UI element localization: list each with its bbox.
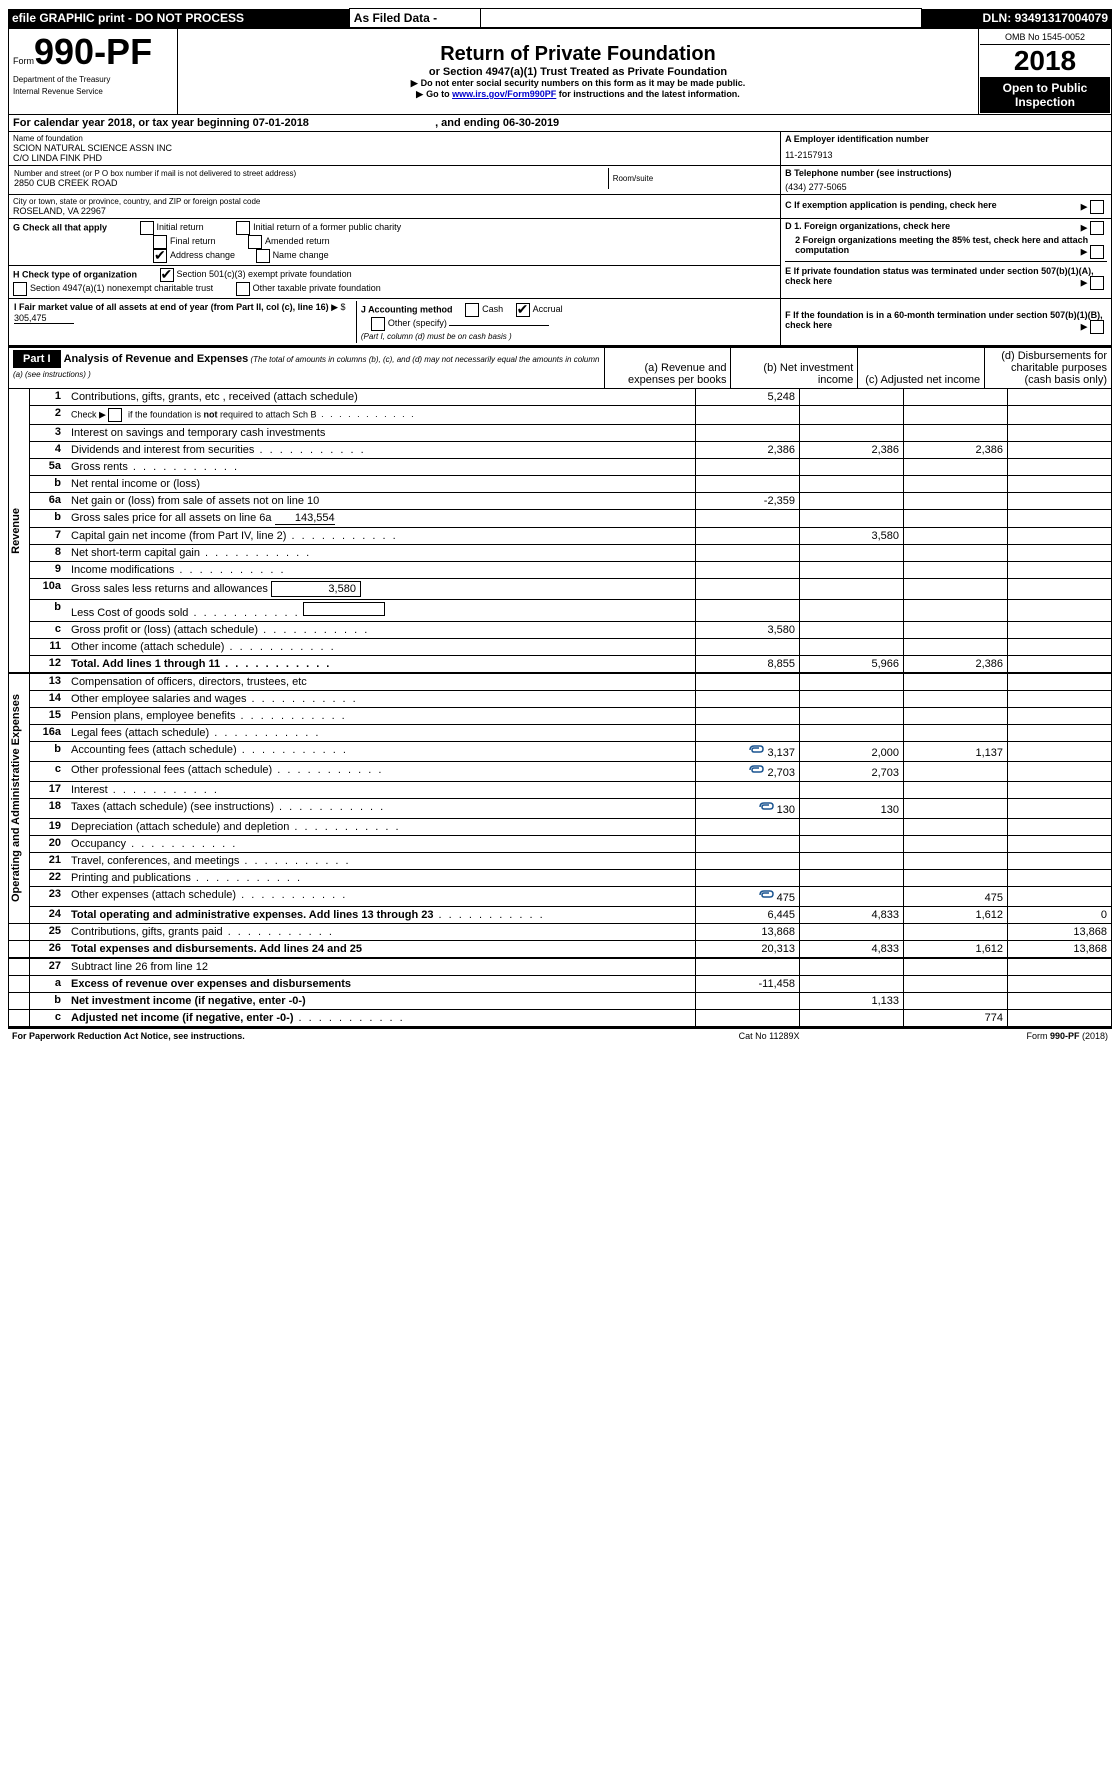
- cb-other-tax[interactable]: [236, 282, 250, 296]
- cb-d1[interactable]: [1090, 221, 1104, 235]
- attach-icon[interactable]: [758, 801, 774, 813]
- foundation-name: SCION NATURAL SCIENCE ASSN INC: [13, 143, 776, 153]
- part1-header: Part I Analysis of Revenue and Expenses …: [8, 346, 1112, 389]
- cb-accrual[interactable]: [516, 303, 530, 317]
- dln: DLN: 93491317004079: [922, 9, 1112, 28]
- cb-cash[interactable]: [465, 303, 479, 317]
- title-block: Form990-PF Department of the Treasury In…: [8, 28, 1112, 115]
- col-c-header: (c) Adjusted net income: [858, 347, 985, 389]
- calendar-year-line: For calendar year 2018, or tax year begi…: [8, 115, 1112, 132]
- col-d-header: (d) Disbursements for charitable purpose…: [985, 347, 1112, 389]
- col-a-header: (a) Revenue and expenses per books: [604, 347, 731, 389]
- phone: (434) 277-5065: [785, 182, 1107, 192]
- form-subtitle: or Section 4947(a)(1) Trust Treated as P…: [182, 66, 974, 78]
- page-footer: For Paperwork Reduction Act Notice, see …: [8, 1027, 1112, 1043]
- cb-initial-former[interactable]: [236, 221, 250, 235]
- fmv-value: 305,475: [14, 313, 74, 324]
- expenses-label: Operating and Administrative Expenses: [10, 694, 22, 902]
- city-state-zip: ROSELAND, VA 22967: [13, 206, 776, 216]
- tax-year: 2018: [980, 45, 1110, 77]
- open-public: Open to Public Inspection: [980, 77, 1110, 113]
- efile-header: efile GRAPHIC print - DO NOT PROCESS As …: [8, 8, 1112, 28]
- ein: 11-2157913: [785, 150, 1107, 160]
- cb-address-change[interactable]: [153, 249, 167, 263]
- cb-schb[interactable]: [108, 408, 122, 422]
- cb-amended[interactable]: [248, 235, 262, 249]
- cb-f[interactable]: [1090, 320, 1104, 334]
- cb-other-acct[interactable]: [371, 317, 385, 331]
- irs-link[interactable]: www.irs.gov/Form990PF: [452, 89, 556, 99]
- cb-4947[interactable]: [13, 282, 27, 296]
- revenue-label: Revenue: [10, 508, 22, 554]
- attach-icon[interactable]: [748, 764, 764, 776]
- part1-table: Revenue 1Contributions, gifts, grants, e…: [8, 389, 1112, 1027]
- ident-block: Name of foundation SCION NATURAL SCIENCE…: [8, 132, 1112, 346]
- cb-501c3[interactable]: [160, 268, 174, 282]
- form-number: 990-PF: [34, 31, 152, 72]
- cb-e[interactable]: [1090, 276, 1104, 290]
- cb-d2[interactable]: [1090, 245, 1104, 259]
- asfiled: As Filed Data -: [349, 9, 480, 28]
- attach-icon[interactable]: [758, 889, 774, 901]
- checkbox-c[interactable]: [1090, 200, 1104, 214]
- r1-a: 5,248: [696, 389, 800, 406]
- part1-tab: Part I: [13, 350, 61, 368]
- form-title: Return of Private Foundation: [182, 43, 974, 66]
- omb: OMB No 1545-0052: [980, 30, 1110, 45]
- cb-initial[interactable]: [140, 221, 154, 235]
- efile-text: efile GRAPHIC print - DO NOT PROCESS: [8, 9, 349, 28]
- attach-icon[interactable]: [748, 744, 764, 756]
- street-address: 2850 CUB CREEK ROAD: [14, 178, 607, 188]
- cb-name-change[interactable]: [256, 249, 270, 263]
- col-b-header: (b) Net investment income: [731, 347, 858, 389]
